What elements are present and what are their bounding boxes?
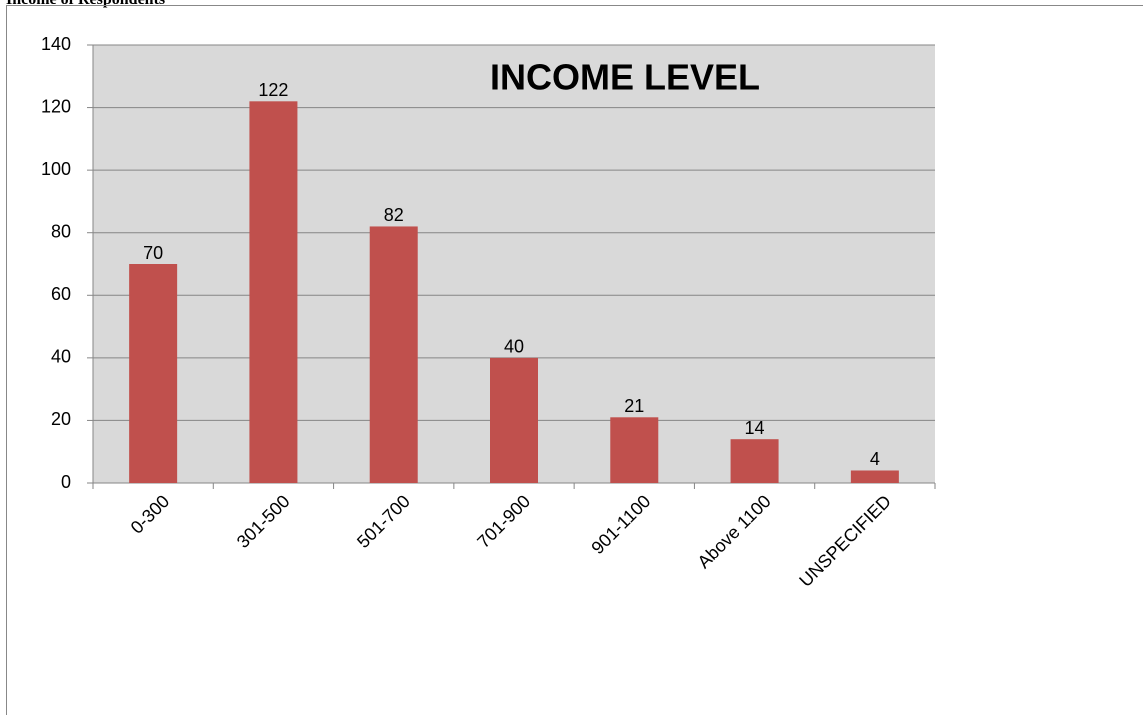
- y-tick-label: 20: [51, 409, 71, 429]
- chart-frame: [6, 5, 1143, 715]
- x-tick-label: UNSPECIFIED: [795, 491, 895, 591]
- y-tick-label: 40: [51, 347, 71, 367]
- bar: [249, 101, 298, 484]
- data-label: 70: [143, 243, 163, 263]
- bar: [730, 439, 779, 483]
- bar: [850, 470, 899, 483]
- x-tick-label: 501-700: [353, 491, 414, 552]
- x-tick-label: Above 1100: [694, 491, 775, 572]
- y-tick-label: 140: [41, 34, 71, 54]
- y-tick-label: 120: [41, 96, 71, 116]
- data-label: 4: [870, 449, 880, 469]
- x-tick-label: 301-500: [233, 491, 294, 552]
- data-label: 40: [504, 337, 524, 357]
- y-tick-label: 60: [51, 284, 71, 304]
- y-tick-label: 80: [51, 221, 71, 241]
- header-title: Income of Respondents: [6, 0, 165, 9]
- y-tick-label: 100: [41, 159, 71, 179]
- chart-title: INCOME LEVEL: [490, 57, 760, 98]
- x-tick-label: 701-900: [473, 491, 534, 552]
- data-label: 14: [745, 418, 765, 438]
- x-tick-label: 0-300: [127, 491, 174, 538]
- bar: [129, 264, 178, 483]
- data-label: 122: [258, 80, 288, 100]
- bar: [610, 417, 659, 483]
- x-tick-label: 901-1100: [587, 491, 654, 558]
- y-tick-label: 0: [61, 472, 71, 492]
- data-label: 82: [384, 205, 404, 225]
- bar: [490, 357, 538, 483]
- bar: [369, 226, 418, 483]
- data-label: 21: [624, 396, 644, 416]
